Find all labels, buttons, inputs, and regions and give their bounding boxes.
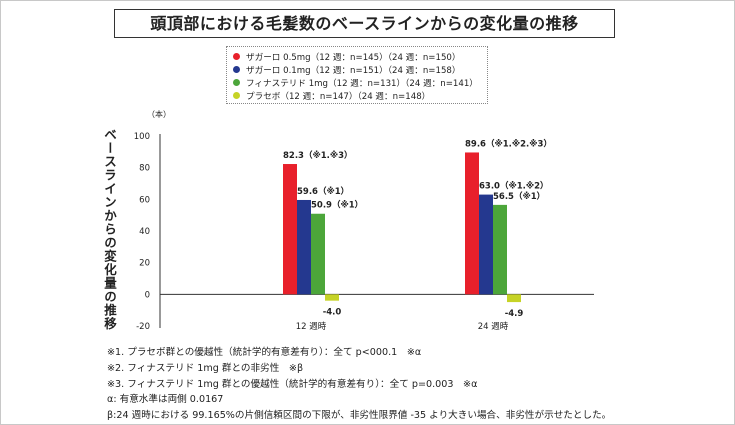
y-tick-label: -20 <box>136 322 150 332</box>
y-tick-label: 100 <box>134 132 150 142</box>
legend-swatch-icon <box>233 66 240 73</box>
data-label: -4.9 <box>505 309 524 319</box>
legend-item: フィナステリド 1mg（12 週：n=131）（24 週：n=141） <box>233 76 487 89</box>
legend-swatch-icon <box>233 92 240 99</box>
data-label: 82.3（※1.※3） <box>283 150 353 161</box>
bar <box>479 194 493 295</box>
footnote: ※1. プラセボ群との優越性（統計学的有意差有り）：全て p<000.1 ※α <box>107 347 422 358</box>
data-label: -4.0 <box>323 308 342 318</box>
legend-swatch-icon <box>233 79 240 86</box>
legend-item: プラセボ（12 週：n=147）（24 週：n=148） <box>233 89 487 102</box>
y-tick-label: 20 <box>139 259 150 269</box>
bar <box>493 204 507 295</box>
footnotes: ※1. プラセボ群との優越性（統計学的有意差有り）：全て p<000.1 ※α … <box>107 345 611 424</box>
y-tick-label: 0 <box>145 290 150 300</box>
data-label: 63.0（※1.※2） <box>479 181 549 192</box>
y-axis-label: ベースラインからの変化量の推移 <box>102 128 117 331</box>
legend-swatch-icon <box>233 53 240 60</box>
data-label: 50.9（※1） <box>311 200 363 211</box>
y-tick-label: 60 <box>139 195 150 205</box>
legend: ザガーロ 0.5mg（12 週：n=145）（24 週：n=150） ザガーロ … <box>226 46 488 104</box>
footnote: β:24 週時における 99.165%の片側信頼区間の下限が、非劣性限界値 -3… <box>107 410 612 422</box>
legend-item: ザガーロ 0.5mg（12 週：n=145）（24 週：n=150） <box>233 50 487 63</box>
x-category-label: 24 週時 <box>478 322 509 332</box>
legend-label: プラセボ（12 週：n=147）（24 週：n=148） <box>246 91 431 102</box>
data-label: 59.6（※1） <box>297 186 349 197</box>
bar <box>325 294 339 301</box>
footnote: ※3. フィナステリド 1mg 群との優越性（統計学的有意差有り）：全て p=0… <box>107 378 478 390</box>
bar <box>283 164 297 295</box>
footnote: α: 有意水準は両側 0.0167 <box>107 394 224 406</box>
bar <box>311 213 325 295</box>
footnote: ※2. フィナステリド 1mg 群との非劣性 ※β <box>107 362 304 374</box>
x-category-label: 12 週時 <box>296 322 327 332</box>
legend-label: ザガーロ 0.1mg（12 週：n=151）（24 週：n=158） <box>246 65 461 76</box>
data-label: 89.6（※1.※2.※3） <box>465 138 552 149</box>
y-tick-label: 40 <box>139 227 150 237</box>
y-axis-unit: （本） <box>147 110 171 119</box>
bar <box>465 152 479 295</box>
y-tick-label: 80 <box>139 164 150 174</box>
chart-title: 頭頂部における毛髪数のベースラインからの変化量の推移 <box>114 9 615 38</box>
legend-label: フィナステリド 1mg（12 週：n=131）（24 週：n=141） <box>246 78 478 89</box>
bar <box>507 294 521 303</box>
legend-item: ザガーロ 0.1mg（12 週：n=151）（24 週：n=158） <box>233 63 487 76</box>
bar <box>297 199 311 295</box>
legend-label: ザガーロ 0.5mg（12 週：n=145）（24 週：n=150） <box>246 52 461 63</box>
data-label: 56.5（※1） <box>493 191 545 202</box>
